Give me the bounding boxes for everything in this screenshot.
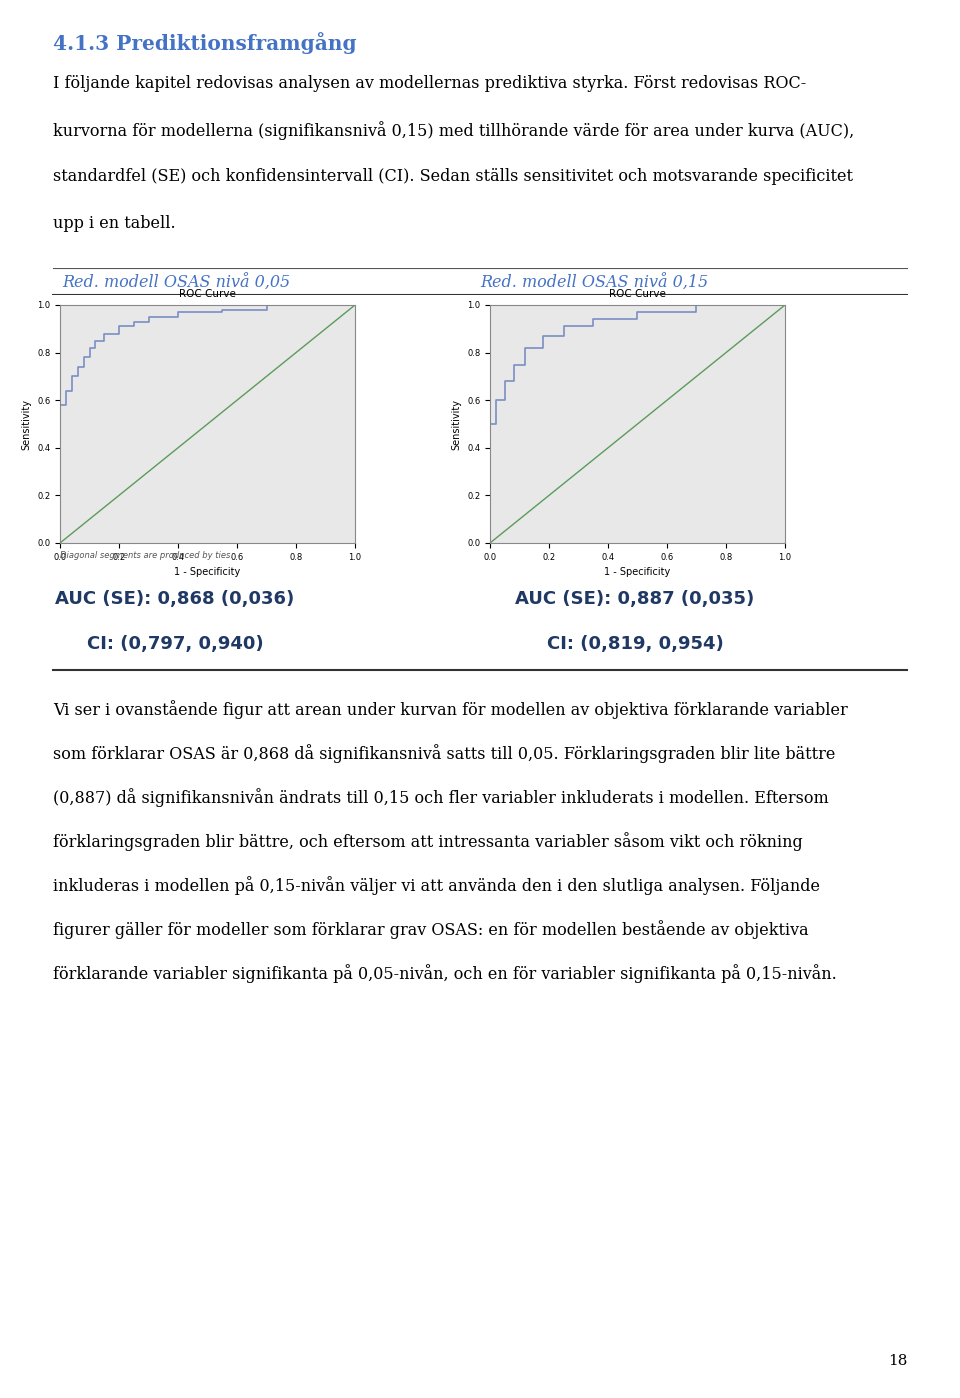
- Y-axis label: Sensitivity: Sensitivity: [21, 398, 32, 450]
- Text: Red. modell OSAS nivå 0,05: Red. modell OSAS nivå 0,05: [62, 274, 291, 291]
- Text: 4.1.3 Prediktionsframgång: 4.1.3 Prediktionsframgång: [53, 32, 356, 55]
- Text: CI: (0,819, 0,954): CI: (0,819, 0,954): [546, 635, 724, 653]
- Text: som förklarar OSAS är 0,868 då signifikansnivå satts till 0,05. Förklaringsgrade: som förklarar OSAS är 0,868 då signifika…: [53, 744, 835, 763]
- Text: Red. modell OSAS nivå 0,15: Red. modell OSAS nivå 0,15: [480, 274, 708, 291]
- Y-axis label: Sensitivity: Sensitivity: [451, 398, 462, 450]
- Text: figurer gäller för modeller som förklarar grav OSAS: en för modellen bestående a: figurer gäller för modeller som förklara…: [53, 920, 808, 939]
- Text: CI: (0,797, 0,940): CI: (0,797, 0,940): [86, 635, 263, 653]
- Title: ROC Curve: ROC Curve: [609, 288, 666, 299]
- Text: förklarande variabler signifikanta på 0,05-nivån, och en för variabler signifika: förklarande variabler signifikanta på 0,…: [53, 965, 837, 983]
- Text: I följande kapitel redovisas analysen av modellernas prediktiva styrka. Först re: I följande kapitel redovisas analysen av…: [53, 75, 806, 92]
- Text: 18: 18: [888, 1355, 907, 1369]
- Text: (0,887) då signifikansnivån ändrats till 0,15 och fler variabler inkluderats i m: (0,887) då signifikansnivån ändrats till…: [53, 788, 828, 807]
- Text: kurvorna för modellerna (signifikansnivå 0,15) med tillhörande värde för area un: kurvorna för modellerna (signifikansnivå…: [53, 122, 854, 140]
- Text: AUC (SE): 0,887 (0,035): AUC (SE): 0,887 (0,035): [516, 590, 755, 608]
- Text: AUC (SE): 0,868 (0,036): AUC (SE): 0,868 (0,036): [56, 590, 295, 608]
- Text: Diagonal segments are produced by ties.: Diagonal segments are produced by ties.: [60, 551, 233, 561]
- Title: ROC Curve: ROC Curve: [180, 288, 236, 299]
- Text: standardfel (SE) och konfidensintervall (CI). Sedan ställs sensitivitet och mots: standardfel (SE) och konfidensintervall …: [53, 168, 853, 185]
- Text: förklaringsgraden blir bättre, och eftersom att intressanta variabler såsom vikt: förklaringsgraden blir bättre, och efter…: [53, 832, 803, 851]
- X-axis label: 1 - Specificity: 1 - Specificity: [175, 568, 241, 577]
- Text: Vi ser i ovanstående figur att arean under kurvan för modellen av objektiva förk: Vi ser i ovanstående figur att arean und…: [53, 700, 848, 719]
- Text: upp i en tabell.: upp i en tabell.: [53, 214, 176, 232]
- X-axis label: 1 - Specificity: 1 - Specificity: [605, 568, 671, 577]
- Text: inkluderas i modellen på 0,15-nivån väljer vi att använda den i den slutliga ana: inkluderas i modellen på 0,15-nivån välj…: [53, 877, 820, 895]
